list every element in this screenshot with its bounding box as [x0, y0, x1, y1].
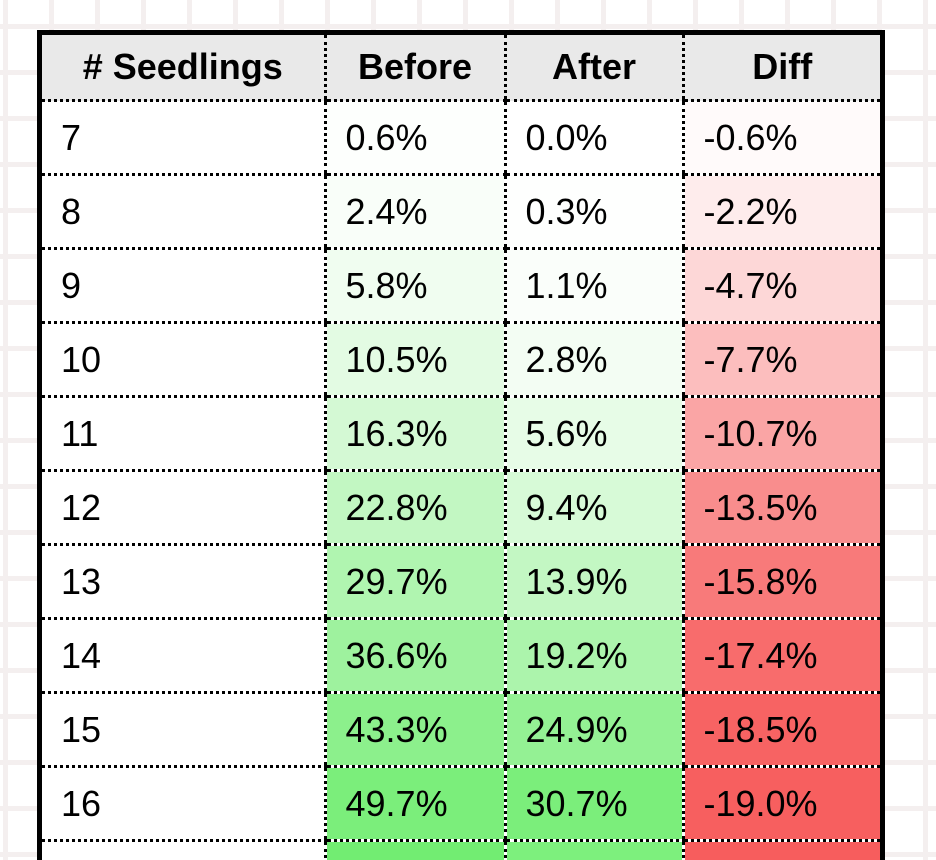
cell-after: [503, 840, 683, 860]
cell-diff: -15.8%: [681, 544, 880, 620]
cell-after: 5.6%: [503, 396, 683, 472]
table-row: 15 43.3% 24.9% -18.5%: [42, 692, 880, 768]
cell-seedlings: 10: [42, 322, 325, 398]
seedlings-table: # Seedlings Before After Diff 7 0.6% 0.0% -…: [37, 30, 885, 860]
cell-before: 5.8%: [323, 248, 505, 324]
cell-before: 10.5%: [323, 322, 505, 398]
cell-before: 0.6%: [323, 100, 505, 176]
table-row: 9 5.8% 1.1% -4.7%: [42, 248, 880, 324]
cell-diff: -17.4%: [681, 618, 880, 694]
table-row: 16 49.7% 30.7% -19.0%: [42, 766, 880, 842]
table-row: 12 22.8% 9.4% -13.5%: [42, 470, 880, 546]
cell-before: [323, 840, 505, 860]
cell-diff: -10.7%: [681, 396, 880, 472]
cell-before: 49.7%: [323, 766, 505, 842]
table-body: 7 0.6% 0.0% -0.6% 8 2.4% 0.3% -2.2% 9 5.8% 1.1% -4.…: [42, 100, 880, 860]
table-row: 7 0.6% 0.0% -0.6%: [42, 100, 880, 176]
cell-seedlings: [42, 840, 325, 860]
cell-diff: -13.5%: [681, 470, 880, 546]
header-after: After: [503, 35, 683, 102]
cell-after: 0.3%: [503, 174, 683, 250]
cell-before: 29.7%: [323, 544, 505, 620]
cell-seedlings: 11: [42, 396, 325, 472]
cell-diff: -2.2%: [681, 174, 880, 250]
cell-diff: -0.6%: [681, 100, 880, 176]
cell-seedlings: 8: [42, 174, 325, 250]
cell-diff: [681, 840, 880, 860]
cell-before: 43.3%: [323, 692, 505, 768]
header-row: # Seedlings Before After Diff: [42, 35, 880, 102]
cell-after: 2.8%: [503, 322, 683, 398]
data-table: # Seedlings Before After Diff 7 0.6% 0.0% -…: [42, 35, 880, 860]
cell-diff: -18.5%: [681, 692, 880, 768]
header-diff: Diff: [681, 35, 880, 102]
cell-seedlings: 12: [42, 470, 325, 546]
table-row: 13 29.7% 13.9% -15.8%: [42, 544, 880, 620]
table-header: # Seedlings Before After Diff: [42, 35, 880, 102]
cell-seedlings: 15: [42, 692, 325, 768]
header-seedlings: # Seedlings: [42, 35, 325, 102]
cell-after: 1.1%: [503, 248, 683, 324]
cell-before: 36.6%: [323, 618, 505, 694]
cell-after: 19.2%: [503, 618, 683, 694]
table-row: 14 36.6% 19.2% -17.4%: [42, 618, 880, 694]
table-row: 8 2.4% 0.3% -2.2%: [42, 174, 880, 250]
cell-seedlings: 16: [42, 766, 325, 842]
cell-after: 13.9%: [503, 544, 683, 620]
table-row-partial: [42, 840, 880, 860]
table-row: 11 16.3% 5.6% -10.7%: [42, 396, 880, 472]
cell-diff: -4.7%: [681, 248, 880, 324]
cell-after: 24.9%: [503, 692, 683, 768]
cell-before: 22.8%: [323, 470, 505, 546]
cell-seedlings: 13: [42, 544, 325, 620]
header-before: Before: [323, 35, 505, 102]
cell-after: 0.0%: [503, 100, 683, 176]
cell-before: 16.3%: [323, 396, 505, 472]
cell-diff: -7.7%: [681, 322, 880, 398]
cell-before: 2.4%: [323, 174, 505, 250]
cell-after: 9.4%: [503, 470, 683, 546]
cell-seedlings: 7: [42, 100, 325, 176]
cell-seedlings: 14: [42, 618, 325, 694]
cell-seedlings: 9: [42, 248, 325, 324]
cell-diff: -19.0%: [681, 766, 880, 842]
table-row: 10 10.5% 2.8% -7.7%: [42, 322, 880, 398]
cell-after: 30.7%: [503, 766, 683, 842]
